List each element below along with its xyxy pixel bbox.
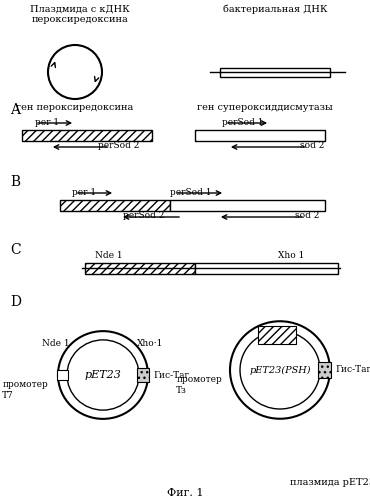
Text: Гис-Таг: Гис-Таг — [335, 366, 370, 374]
Bar — [60, 200, 170, 210]
Text: perSod 2: perSod 2 — [123, 211, 164, 220]
Text: perSod 2: perSod 2 — [98, 141, 139, 150]
Text: B: B — [10, 175, 20, 189]
Text: ген пероксиредоксина: ген пероксиредоксина — [16, 103, 134, 112]
Bar — [318, 362, 331, 378]
Text: Nde 1: Nde 1 — [95, 251, 122, 260]
Text: промотер
Тз: промотер Тз — [176, 376, 222, 394]
Text: промотер
T7: промотер T7 — [2, 380, 48, 400]
Text: Nde 1: Nde 1 — [42, 339, 70, 348]
Text: Xho 1: Xho 1 — [278, 251, 305, 260]
Text: per 1: per 1 — [35, 118, 59, 127]
Bar — [220, 68, 330, 76]
Text: sod 2: sod 2 — [295, 211, 319, 220]
Text: perSod 1: perSod 1 — [170, 188, 212, 197]
Bar — [22, 130, 152, 140]
Bar — [195, 130, 325, 140]
Bar — [170, 200, 325, 210]
Text: per 1: per 1 — [72, 188, 96, 197]
Text: perSod 1: perSod 1 — [222, 118, 263, 127]
Bar — [258, 326, 296, 344]
Text: плазмида рЕТ23(PSH): плазмида рЕТ23(PSH) — [290, 478, 370, 487]
Text: sod 2: sod 2 — [300, 141, 324, 150]
Text: Плаздмида с кДНК
пероксиредоксина: Плаздмида с кДНК пероксиредоксина — [30, 5, 130, 24]
Text: D: D — [10, 295, 21, 309]
Text: бактериальная ДНК: бактериальная ДНК — [223, 5, 327, 15]
Bar — [57, 370, 68, 380]
Text: pET23: pET23 — [85, 370, 121, 380]
Bar — [85, 262, 195, 274]
Text: C: C — [10, 243, 21, 257]
Text: A: A — [10, 103, 20, 117]
Text: Гис-Таг: Гис-Таг — [153, 370, 189, 380]
Bar — [137, 368, 149, 382]
Text: pET23(PSH): pET23(PSH) — [249, 366, 311, 374]
Text: Xho·1: Xho·1 — [137, 339, 163, 348]
Text: ген супероксиддисмутазы: ген супероксиддисмутазы — [197, 103, 333, 112]
Text: Фиг. 1: Фиг. 1 — [167, 488, 203, 498]
Bar — [195, 262, 338, 274]
